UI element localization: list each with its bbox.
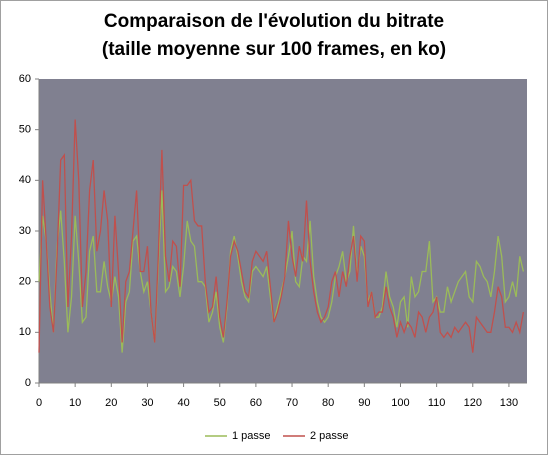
x-tick-label: 50 bbox=[214, 397, 226, 409]
legend-label: 2 passe bbox=[310, 430, 349, 442]
x-tick-label: 130 bbox=[500, 397, 518, 409]
y-tick-label: 0 bbox=[25, 377, 31, 389]
y-tick-label: 30 bbox=[19, 225, 31, 237]
x-tick-label: 70 bbox=[286, 397, 298, 409]
y-tick-label: 50 bbox=[19, 124, 31, 136]
y-tick-label: 40 bbox=[19, 174, 31, 186]
x-tick-label: 60 bbox=[250, 397, 262, 409]
x-tick-label: 120 bbox=[464, 397, 482, 409]
y-tick-label: 60 bbox=[19, 73, 31, 85]
x-tick-label: 100 bbox=[391, 397, 409, 409]
legend-label: 1 passe bbox=[232, 430, 271, 442]
series-line bbox=[38, 190, 525, 353]
x-tick-label: 80 bbox=[322, 397, 334, 409]
x-tick-label: 40 bbox=[177, 397, 189, 409]
chart-title: (taille moyenne sur 100 frames, en ko) bbox=[102, 39, 446, 60]
x-tick-label: 0 bbox=[36, 397, 42, 409]
x-tick-label: 30 bbox=[141, 397, 153, 409]
x-tick-label: 110 bbox=[428, 397, 446, 409]
plot-area bbox=[39, 79, 527, 383]
chart-title: Comparaison de l'évolution du bitrate bbox=[104, 11, 444, 32]
x-tick-label: 10 bbox=[69, 397, 81, 409]
x-tick-label: 20 bbox=[105, 397, 117, 409]
y-tick-label: 10 bbox=[19, 326, 31, 338]
y-tick-label: 20 bbox=[19, 276, 31, 288]
x-tick-label: 90 bbox=[358, 397, 370, 409]
series-line bbox=[38, 119, 525, 353]
